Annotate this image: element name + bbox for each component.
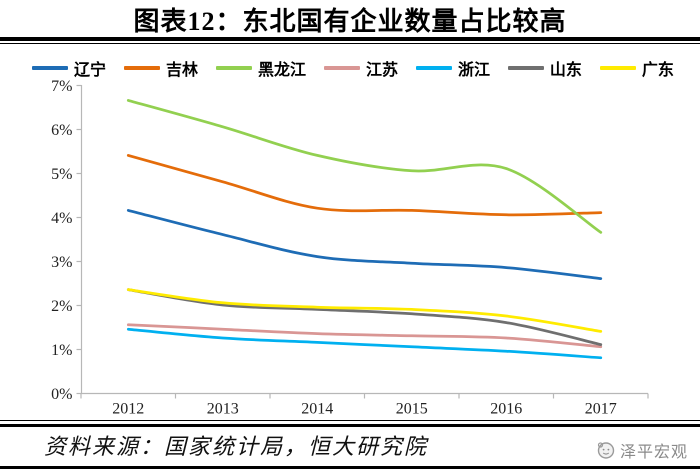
- legend-swatch-icon: [599, 66, 636, 70]
- y-axis-tick-label: 3%: [51, 254, 72, 271]
- x-axis-tick-label: 2017: [585, 401, 617, 418]
- legend-swatch-icon: [123, 66, 160, 70]
- title-divider-rule: [0, 37, 700, 44]
- y-axis-tick-label: 4%: [51, 210, 72, 227]
- y-axis-tick-label: 7%: [51, 78, 72, 95]
- legend-label: 吉林: [165, 62, 198, 79]
- source-note: 资料来源：国家统计局，恒大研究院: [44, 434, 429, 459]
- legend-item-shandong: 山东: [507, 56, 582, 80]
- series-line-jilin: [126, 154, 603, 217]
- chart-legend: 辽宁 吉林 黑龙江 江苏 浙江 山东 广东: [32, 56, 674, 80]
- x-axis-tick-label: 2016: [490, 401, 522, 418]
- footer-divider-rule: [0, 420, 700, 427]
- series-line-zhejiang: [126, 327, 603, 360]
- legend-swatch-icon: [507, 66, 544, 70]
- legend-item-jiangsu: 江苏: [323, 56, 398, 80]
- legend-item-zhejiang: 浙江: [415, 56, 490, 80]
- x-axis-tick-label: 2014: [301, 401, 333, 418]
- series-line-heilongjiang: [126, 99, 603, 234]
- y-axis-tick-label: 5%: [51, 166, 72, 183]
- y-axis-tick-label: 1%: [51, 342, 72, 359]
- zeping-macro-logo-icon: [597, 442, 615, 459]
- legend-label: 江苏: [365, 62, 398, 79]
- series-line-shandong: [126, 288, 603, 346]
- series-line-guangdong: [126, 288, 603, 333]
- y-axis-tick-label: 0%: [51, 386, 72, 403]
- x-axis-tick-label: 2013: [207, 401, 239, 418]
- y-axis-tick-label: 2%: [51, 298, 72, 315]
- legend-item-guangdong: 广东: [599, 56, 674, 80]
- bottom-border-rule: [0, 466, 700, 469]
- legend-swatch-icon: [215, 66, 252, 70]
- legend-swatch-icon: [32, 66, 68, 70]
- legend-label: 广东: [641, 62, 674, 79]
- legend-label: 山东: [549, 62, 582, 79]
- legend-label: 浙江: [457, 62, 490, 79]
- legend-label: 黑龙江: [257, 62, 306, 79]
- legend-swatch-icon: [323, 66, 360, 70]
- legend-item-liaoning: 辽宁: [32, 56, 106, 80]
- watermark: 泽平宏观: [596, 438, 688, 462]
- x-axis-tick-label: 2012: [112, 401, 144, 418]
- watermark-text: 泽平宏观: [619, 444, 688, 461]
- x-axis-tick-label: 2015: [396, 401, 428, 418]
- series-line-jiangsu: [126, 323, 603, 349]
- legend-item-heilongjiang: 黑龙江: [215, 56, 306, 80]
- chart-title: 图表12：东北国有企业数量占比较高: [133, 7, 567, 36]
- legend-item-jilin: 吉林: [123, 56, 198, 80]
- y-axis-tick-label: 6%: [51, 122, 72, 139]
- series-line-liaoning: [126, 209, 603, 280]
- legend-label: 辽宁: [74, 62, 107, 79]
- legend-swatch-icon: [415, 66, 452, 70]
